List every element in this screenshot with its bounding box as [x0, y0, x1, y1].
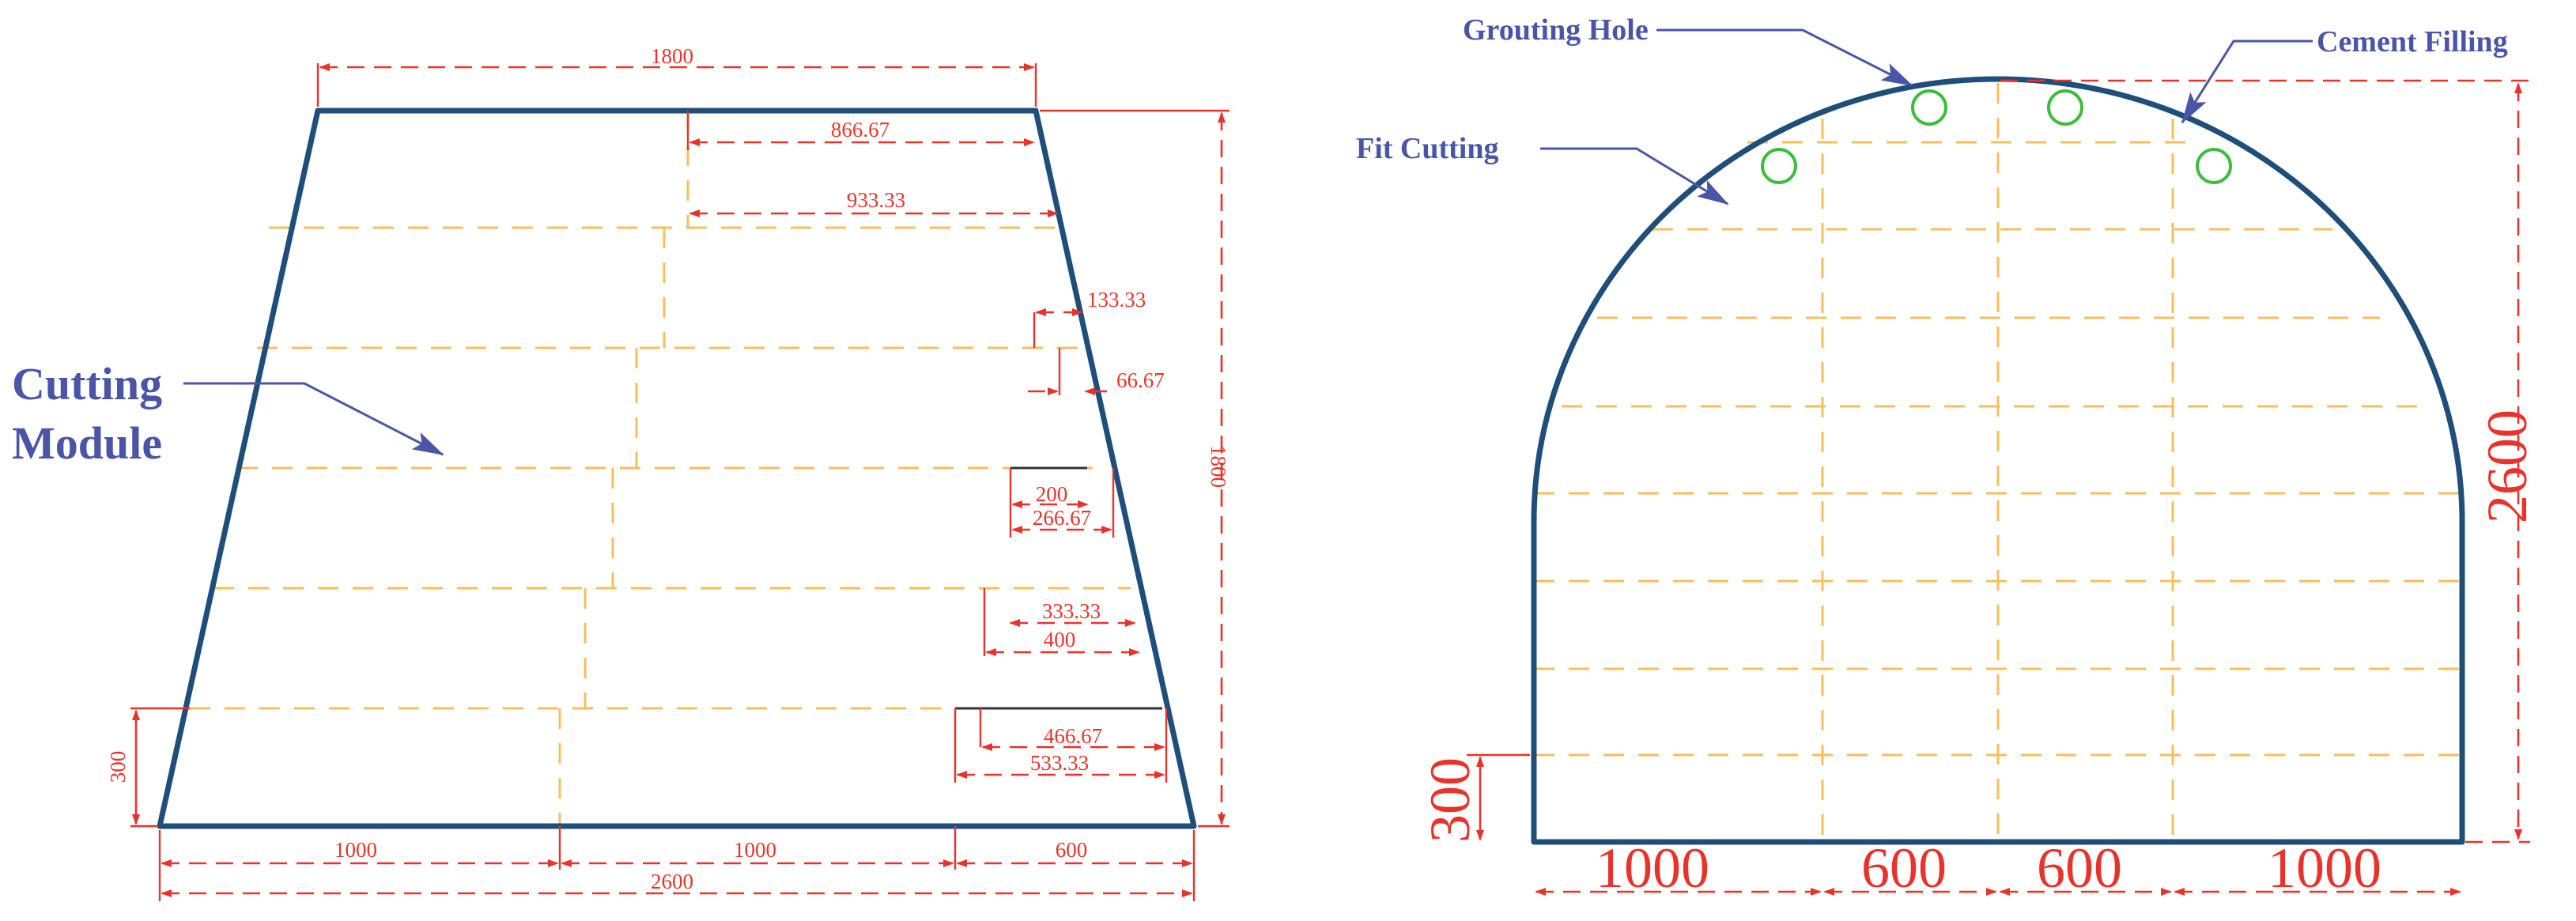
- label-fit-text: Fit Cutting: [1356, 132, 1499, 165]
- leader-arrow: [2181, 40, 2313, 124]
- dim-333-400: 333.33 400: [983, 588, 1140, 656]
- grouting-holes: [1761, 89, 2232, 184]
- grouting-hole: [2196, 148, 2232, 184]
- leader-arrow: [183, 382, 444, 456]
- dim-label-right-300: 300: [1418, 757, 1482, 843]
- dim-label-seg-2: 600: [1861, 836, 1947, 900]
- label-cutting: Cutting: [12, 358, 162, 410]
- label-cement-filling: Cement Filling: [2181, 25, 2508, 124]
- dim-label-seg-4: 1000: [2268, 836, 2381, 900]
- label-fit-cutting: Fit Cutting: [1356, 132, 1729, 206]
- dim-label-seg-1: 1000: [1596, 836, 1709, 900]
- dim-label-533: 533.33: [1030, 751, 1089, 775]
- dim-label-466: 466.67: [1044, 724, 1102, 748]
- label-grouting-hole: Grouting Hole: [1463, 13, 1913, 87]
- dim-label-200: 200: [1036, 482, 1068, 506]
- dim-label-seg-3: 600: [2037, 836, 2122, 900]
- dim-label-133: 133.33: [1087, 288, 1146, 311]
- grouting-hole: [2047, 89, 2083, 126]
- dim-label-height: 2600: [2476, 410, 2539, 523]
- dim-right-bottom: 1000 600 600 1000: [1535, 836, 2461, 900]
- grouting-hole: [1761, 148, 1797, 184]
- dim-133: 133.33: [1033, 288, 1146, 348]
- right-arch-diagram: 2600 300 1000 600 600 1000 Grouting Hole…: [1356, 13, 2539, 900]
- label-module: Module: [12, 417, 162, 469]
- label-cutting-module: Cutting Module: [12, 358, 444, 469]
- right-grid: [1534, 83, 2459, 842]
- cutting-module-outline: [157, 108, 1197, 829]
- dim-66: 66.67: [1028, 348, 1165, 395]
- dim-bottom: 1000 1000 600 2600: [158, 826, 1195, 901]
- dim-466-533: 466.67 533.33: [954, 707, 1168, 783]
- dim-top-width: 1800: [316, 44, 1037, 107]
- grouting-hole: [1911, 89, 1947, 126]
- dim-label-bottom-1: 1000: [334, 838, 377, 862]
- tunnel-arch-outline: [1531, 76, 2465, 845]
- dim-label-266: 266.67: [1033, 506, 1091, 530]
- dim-label-bottom-2: 1000: [734, 838, 776, 862]
- dim-right-height: 1800: [1040, 109, 1230, 828]
- dim-label-bottom-3: 600: [1056, 838, 1088, 862]
- dim-label-top: 1800: [651, 44, 693, 68]
- dim-200-266: 200 266.67: [1009, 466, 1115, 538]
- dim-label-right: 1800: [1207, 445, 1230, 488]
- dim-label-left-300: 300: [106, 751, 130, 783]
- left-trapezoid-diagram: 1800 866.67 933.33 133.33 66.67: [12, 44, 1230, 901]
- dim-label-bottom-total: 2600: [651, 870, 693, 893]
- dim-label-866: 866.67: [831, 118, 890, 142]
- leader-arrow: [1540, 147, 1729, 206]
- dim-left-300: 300: [106, 707, 190, 828]
- dim-label-933: 933.33: [847, 188, 905, 212]
- dim-933: 933.33: [689, 188, 1059, 217]
- leader-arrow: [1656, 28, 1913, 87]
- dim-866: 866.67: [686, 111, 1035, 150]
- dim-right-left-300: 300: [1418, 753, 1530, 843]
- dim-label-400: 400: [1044, 628, 1076, 651]
- label-grouting-text: Grouting Hole: [1463, 13, 1649, 47]
- label-cement-text: Cement Filling: [2317, 25, 2508, 59]
- dim-label-333: 333.33: [1042, 599, 1101, 623]
- dim-label-66: 66.67: [1116, 368, 1165, 392]
